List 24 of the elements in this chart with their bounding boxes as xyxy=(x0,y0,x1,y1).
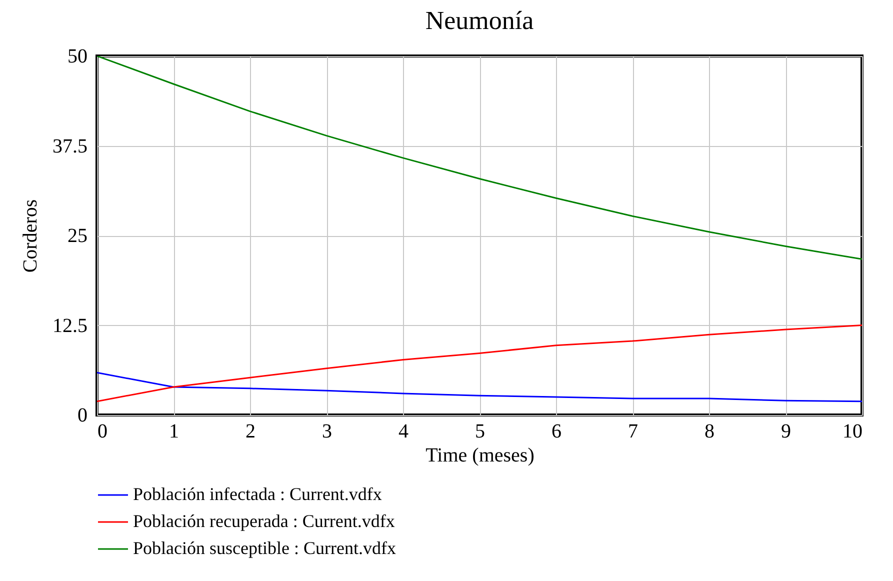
x-tick-label: 10 xyxy=(842,420,862,442)
y-tick-label: 37.5 xyxy=(52,135,88,158)
x-tick-label: 0 xyxy=(98,420,108,442)
y-axis-title: Corderos xyxy=(20,199,42,273)
x-axis-title: Time (meses) xyxy=(426,444,534,466)
x-tick-label: 4 xyxy=(398,420,408,442)
x-tick-label: 3 xyxy=(322,420,332,442)
legend-label: Población recuperada : Current.vdfx xyxy=(133,511,395,531)
x-tick-label: 5 xyxy=(475,420,485,442)
x-tick-label: 7 xyxy=(628,420,638,442)
x-tick-label: 1 xyxy=(169,420,179,442)
legend-label: Población susceptible : Current.vdfx xyxy=(133,538,396,558)
x-tick-label: 8 xyxy=(704,420,714,442)
line-series xyxy=(97,324,862,402)
x-tick-label: 9 xyxy=(781,420,791,442)
x-tick-label: 6 xyxy=(552,420,562,442)
y-tick-label: 0 xyxy=(78,404,88,426)
chart-title: Neumonía xyxy=(425,6,534,35)
y-tick-label: 50 xyxy=(68,46,88,68)
line-series xyxy=(97,372,862,402)
y-tick-label: 25 xyxy=(68,225,88,247)
legend-label: Población infectada : Current.vdfx xyxy=(133,484,382,504)
x-tick-label: 2 xyxy=(246,420,256,442)
y-tick-label: 12.5 xyxy=(52,314,88,337)
